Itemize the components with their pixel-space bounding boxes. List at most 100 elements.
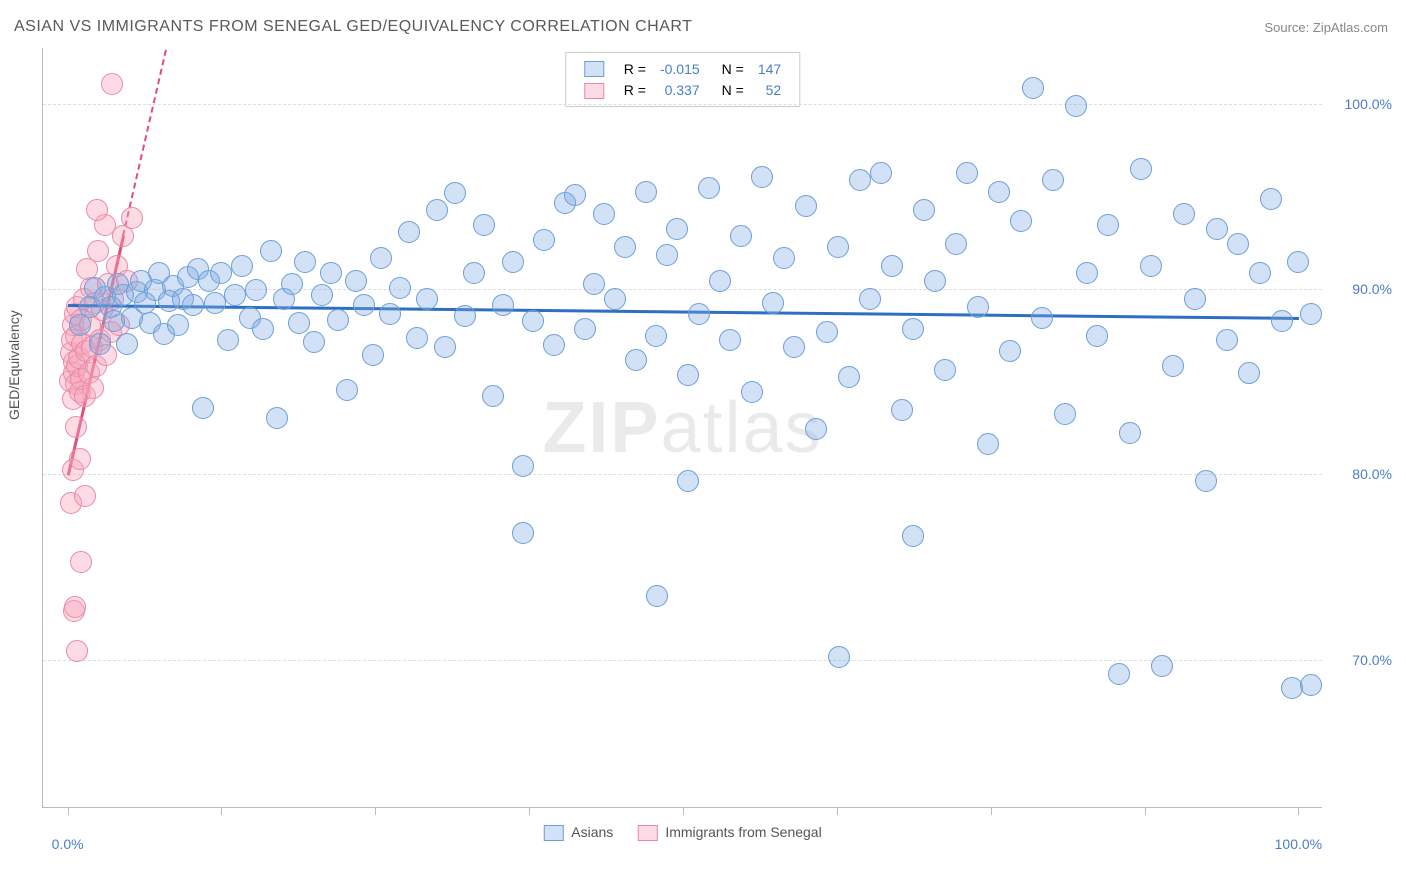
data-point bbox=[362, 344, 384, 366]
data-point bbox=[492, 294, 514, 316]
data-point bbox=[473, 214, 495, 236]
data-point bbox=[1271, 310, 1293, 332]
data-point bbox=[698, 177, 720, 199]
data-point bbox=[512, 522, 534, 544]
data-point bbox=[838, 366, 860, 388]
data-point bbox=[89, 333, 111, 355]
data-point bbox=[281, 273, 303, 295]
data-point bbox=[266, 407, 288, 429]
x-tick bbox=[221, 807, 222, 815]
data-point bbox=[677, 364, 699, 386]
legend-correlation: R =-0.015N =147R =0.337N =52 bbox=[565, 52, 800, 107]
x-tick bbox=[529, 807, 530, 815]
data-point bbox=[719, 329, 741, 351]
data-point bbox=[902, 318, 924, 340]
y-axis-label: GED/Equivalency bbox=[6, 310, 22, 420]
data-point bbox=[426, 199, 448, 221]
data-point bbox=[1086, 325, 1108, 347]
data-point bbox=[1206, 218, 1228, 240]
data-point bbox=[482, 385, 504, 407]
data-point bbox=[730, 225, 752, 247]
data-point bbox=[1065, 95, 1087, 117]
data-point bbox=[646, 585, 668, 607]
data-point bbox=[656, 244, 678, 266]
data-point bbox=[502, 251, 524, 273]
data-point bbox=[224, 284, 246, 306]
data-point bbox=[870, 162, 892, 184]
data-point bbox=[1162, 355, 1184, 377]
data-point bbox=[1097, 214, 1119, 236]
data-point bbox=[533, 229, 555, 251]
data-point bbox=[1300, 674, 1322, 696]
data-point bbox=[902, 525, 924, 547]
x-tick bbox=[1298, 807, 1299, 815]
data-point bbox=[945, 233, 967, 255]
chart-title: ASIAN VS IMMIGRANTS FROM SENEGAL GED/EQU… bbox=[14, 18, 692, 36]
legend-row: R =-0.015N =147 bbox=[578, 59, 787, 78]
data-point bbox=[204, 292, 226, 314]
data-point bbox=[82, 377, 104, 399]
data-point bbox=[564, 184, 586, 206]
x-tick bbox=[683, 807, 684, 815]
data-point bbox=[783, 336, 805, 358]
data-point bbox=[614, 236, 636, 258]
data-point bbox=[182, 294, 204, 316]
data-point bbox=[645, 325, 667, 347]
data-point bbox=[1173, 203, 1195, 225]
data-point bbox=[688, 303, 710, 325]
data-point bbox=[217, 329, 239, 351]
data-point bbox=[762, 292, 784, 314]
data-point bbox=[1195, 470, 1217, 492]
data-point bbox=[913, 199, 935, 221]
data-point bbox=[121, 207, 143, 229]
watermark-bold: ZIP bbox=[542, 388, 660, 468]
data-point bbox=[74, 485, 96, 507]
data-point bbox=[1119, 422, 1141, 444]
data-point bbox=[294, 251, 316, 273]
data-point bbox=[1042, 169, 1064, 191]
data-point bbox=[311, 284, 333, 306]
data-point bbox=[463, 262, 485, 284]
data-point bbox=[406, 327, 428, 349]
data-point bbox=[303, 331, 325, 353]
data-point bbox=[1108, 663, 1130, 685]
data-point bbox=[967, 296, 989, 318]
data-point bbox=[635, 181, 657, 203]
data-point bbox=[827, 236, 849, 258]
data-point bbox=[741, 381, 763, 403]
data-point bbox=[1249, 262, 1271, 284]
data-point bbox=[881, 255, 903, 277]
data-point bbox=[398, 221, 420, 243]
data-point bbox=[416, 288, 438, 310]
legend-series: AsiansImmigrants from Senegal bbox=[543, 824, 821, 841]
data-point bbox=[574, 318, 596, 340]
data-point bbox=[69, 448, 91, 470]
data-point bbox=[795, 195, 817, 217]
data-point bbox=[1184, 288, 1206, 310]
data-point bbox=[260, 240, 282, 262]
data-point bbox=[345, 270, 367, 292]
data-point bbox=[320, 262, 342, 284]
data-point bbox=[370, 247, 392, 269]
data-point bbox=[336, 379, 358, 401]
data-point bbox=[101, 73, 123, 95]
data-point bbox=[65, 416, 87, 438]
data-point bbox=[1010, 210, 1032, 232]
data-point bbox=[604, 288, 626, 310]
data-point bbox=[666, 218, 688, 240]
data-point bbox=[512, 455, 534, 477]
x-tick-label: 100.0% bbox=[1275, 836, 1322, 852]
data-point bbox=[924, 270, 946, 292]
data-point bbox=[1300, 303, 1322, 325]
data-point bbox=[70, 551, 92, 573]
data-point bbox=[1076, 262, 1098, 284]
data-point bbox=[327, 309, 349, 331]
y-tick-label: 100.0% bbox=[1345, 96, 1392, 112]
data-point bbox=[773, 247, 795, 269]
data-point bbox=[625, 349, 647, 371]
data-point bbox=[66, 640, 88, 662]
data-point bbox=[116, 333, 138, 355]
data-point bbox=[1216, 329, 1238, 351]
data-point bbox=[1054, 403, 1076, 425]
watermark-light: atlas bbox=[660, 388, 822, 468]
